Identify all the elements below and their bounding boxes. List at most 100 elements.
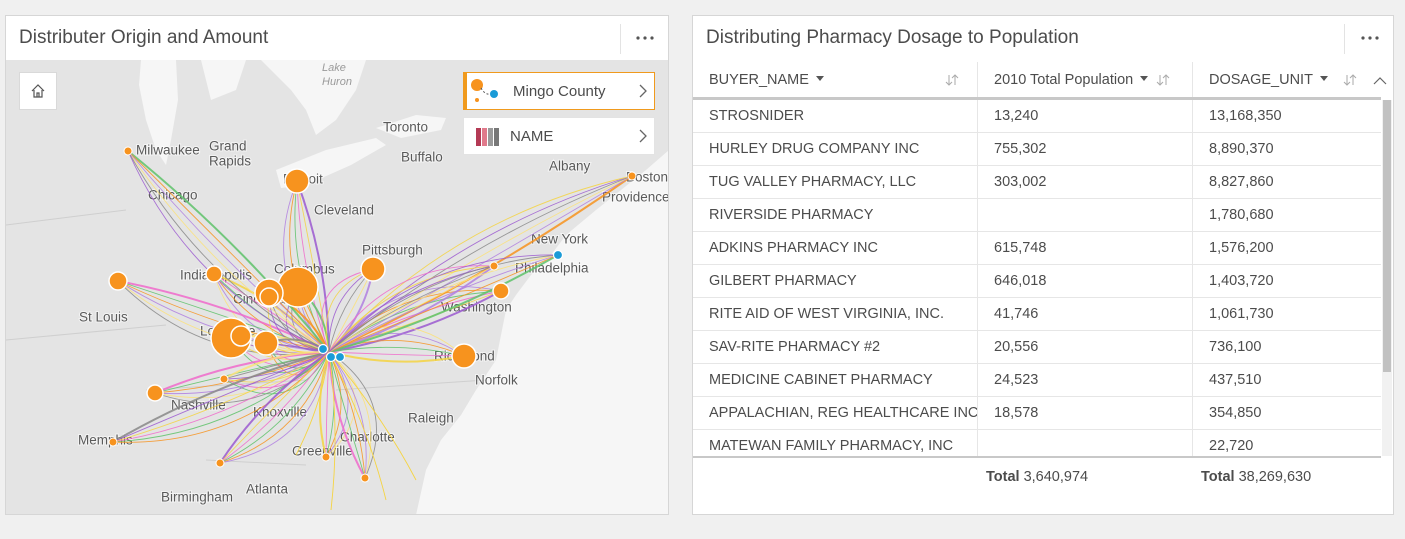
table-footer: Total 3,640,974 Total 38,269,630 [693,456,1381,485]
origin-point [108,271,128,291]
table-row[interactable]: TUG VALLEY PHARMACY, LLC 303,002 8,827,860 [693,166,1381,199]
flow-line [219,351,330,464]
origin-point [277,266,319,308]
column-title: 2010 Total Population [994,72,1134,88]
table-cell: 1,403,720 [1192,265,1381,297]
scroll-thumb[interactable] [1383,100,1391,372]
table-cell: 1,576,200 [1192,232,1381,264]
table-cell: 755,302 [977,133,1192,165]
flow-line [127,150,330,353]
table-row[interactable]: HURLEY DRUG COMPANY INC 755,302 8,890,370 [693,133,1381,166]
table-row[interactable]: GILBERT PHARMACY 646,018 1,403,720 [693,265,1381,298]
flow-line [328,351,387,501]
table-row[interactable]: RITE AID OF WEST VIRGINIA, INC. 41,746 1,0… [693,298,1381,331]
column-header[interactable]: 2010 Total Population [977,62,1192,97]
column-header[interactable]: BUYER_NAME [693,62,977,97]
table-cell: 41,746 [977,298,1192,330]
table-cell: 646,018 [977,265,1192,297]
flow-line [328,254,559,353]
total: Total 38,269,630 [1201,469,1311,485]
flow-line [328,254,559,353]
column-title: BUYER_NAME [709,72,809,88]
table-cell: ADKINS PHARMACY INC [709,240,878,256]
map-label: Memphis [78,433,133,448]
legend-item[interactable]: Mingo County [463,72,655,110]
flow-line [328,175,633,353]
table-cell: 615,748 [977,232,1192,264]
flow-line [328,254,559,353]
table-cell: 8,827,860 [1192,166,1381,198]
flow-line [219,351,330,464]
map-label: Lake [322,62,346,74]
total-value: 38,269,630 [1238,469,1312,485]
flow-line [325,351,330,458]
table-cell: 18,578 [977,397,1192,429]
table-cell: 1,061,730 [1192,298,1381,330]
menu-button[interactable] [1357,30,1383,46]
column-header[interactable]: DOSAGE_UNIT [1192,62,1381,97]
menu-button[interactable] [632,30,658,46]
table-cell: 1,780,680 [1192,199,1381,231]
flow-line [328,351,372,479]
flow-line [223,351,330,380]
total-label: Total [1201,469,1235,485]
total-label: Total [986,469,1020,485]
home-button[interactable] [19,72,57,110]
table-cell: TUG VALLEY PHARMACY, LLC [709,174,917,190]
table-panel: Distributing Pharmacy Dosage to Populati… [692,15,1394,515]
flow-line [328,351,367,479]
table-row[interactable]: ADKINS PHARMACY INC 615,748 1,576,200 [693,232,1381,265]
flow-line [112,351,330,443]
table-cell [977,430,1192,456]
flow-line [223,351,330,395]
flow-line [318,351,330,458]
table-cell: STROSNIDER [709,108,805,124]
map-label: Providence [602,190,669,205]
table-cell: 437,510 [1192,364,1381,396]
table-row[interactable]: SAV-RITE PHARMACY #2 20,556 736,100 [693,331,1381,364]
map-label: Buffalo [401,150,443,165]
map-label: Cleveland [314,203,374,218]
table-row[interactable]: MEDICINE CABINET PHARMACY 24,523 437,510 [693,364,1381,397]
lake [201,60,246,100]
destination-point [317,343,329,355]
map-label: New York [531,232,588,247]
table-cell: SAV-RITE PHARMACY #2 [709,339,881,355]
flow-line [328,265,495,353]
flow-line [328,351,336,511]
flow-line [296,180,330,353]
panel-title: Distributer Origin and Amount [19,27,269,48]
map-label: Grand [209,139,247,154]
origin-point [451,343,477,369]
table-row[interactable]: RIVERSIDE PHARMACY 1,780,680 [693,199,1381,232]
origin-point [219,374,229,384]
destination-point [334,351,346,363]
map-label: Atlanta [246,482,289,497]
collapse-button[interactable] [1373,76,1387,86]
panel-title: Distributing Pharmacy Dosage to Populati… [706,27,1079,48]
table-cell: 20,556 [977,331,1192,363]
column-title: DOSAGE_UNIT [1209,72,1313,88]
table-cell: 24,523 [977,364,1192,396]
table-row[interactable]: STROSNIDER 13,240 13,168,350 [693,100,1381,133]
table-body: STROSNIDER 13,240 13,168,350 HURLEY DRUG CO… [693,100,1383,456]
table-cell: 354,850 [1192,397,1381,429]
table-row[interactable]: APPALACHIAN, REG HEALTHCARE INC 18,578 354… [693,397,1381,430]
table-cell: MEDICINE CABINET PHARMACY [709,372,933,388]
legend-item[interactable]: NAME [463,117,655,155]
flow-line [325,351,349,458]
flow-line [328,175,633,353]
flow-line [127,150,330,353]
flow-line [321,268,374,353]
flow-line [328,175,633,353]
table-cell: 303,002 [977,166,1192,198]
total: Total 3,640,974 [986,469,1088,485]
destination-point [552,249,564,261]
lake [261,60,366,135]
flow-line [112,351,330,443]
origin-point [321,452,331,462]
separator [1344,24,1345,54]
scrollbar[interactable] [1382,100,1392,456]
table-row[interactable]: MATEWAN FAMILY PHARMACY, INC 22,720 [693,430,1381,456]
